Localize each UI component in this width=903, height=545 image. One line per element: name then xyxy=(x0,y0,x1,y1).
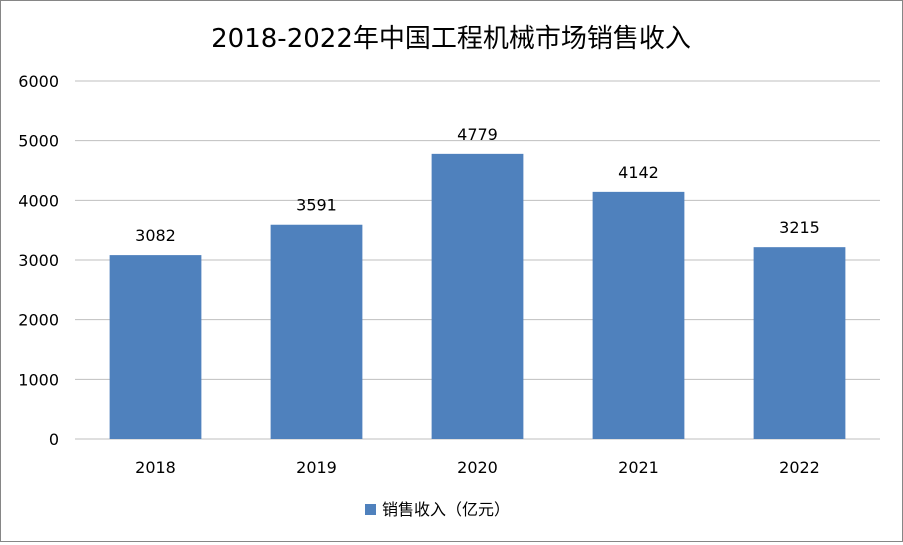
y-tick-label: 3000 xyxy=(18,251,59,270)
x-axis-ticks: 2018 2019 2020 2021 2022 xyxy=(135,458,820,477)
legend-swatch xyxy=(365,504,376,515)
data-label-2020: 4779 xyxy=(457,125,498,144)
x-tick-label: 2021 xyxy=(618,458,659,477)
y-axis-ticks: 0 1000 2000 3000 4000 5000 6000 xyxy=(18,72,59,449)
data-label-2018: 3082 xyxy=(135,226,176,245)
bar-2018 xyxy=(109,255,202,439)
chart-title: 2018-2022年中国工程机械市场销售收入 xyxy=(211,24,691,54)
legend: 销售收入（亿元） xyxy=(365,500,510,519)
data-label-2022: 3215 xyxy=(779,218,820,237)
y-tick-label: 2000 xyxy=(18,311,59,330)
data-label-2021: 4142 xyxy=(618,163,659,182)
bar-2019 xyxy=(270,224,363,439)
bars xyxy=(109,153,846,439)
legend-label: 销售收入（亿元） xyxy=(382,500,510,519)
y-tick-label: 4000 xyxy=(18,191,59,210)
x-tick-label: 2022 xyxy=(779,458,820,477)
y-tick-label: 6000 xyxy=(18,72,59,91)
y-tick-label: 1000 xyxy=(18,370,59,389)
y-tick-label: 0 xyxy=(49,430,59,449)
bar-2022 xyxy=(753,247,846,439)
bar-2020 xyxy=(431,153,524,439)
data-label-2019: 3591 xyxy=(296,196,337,215)
bar-2021 xyxy=(592,191,685,439)
data-labels: 3082 3591 4779 4142 3215 xyxy=(135,125,820,245)
y-tick-label: 5000 xyxy=(18,132,59,151)
x-tick-label: 2019 xyxy=(296,458,337,477)
x-tick-label: 2018 xyxy=(135,458,176,477)
x-tick-label: 2020 xyxy=(457,458,498,477)
